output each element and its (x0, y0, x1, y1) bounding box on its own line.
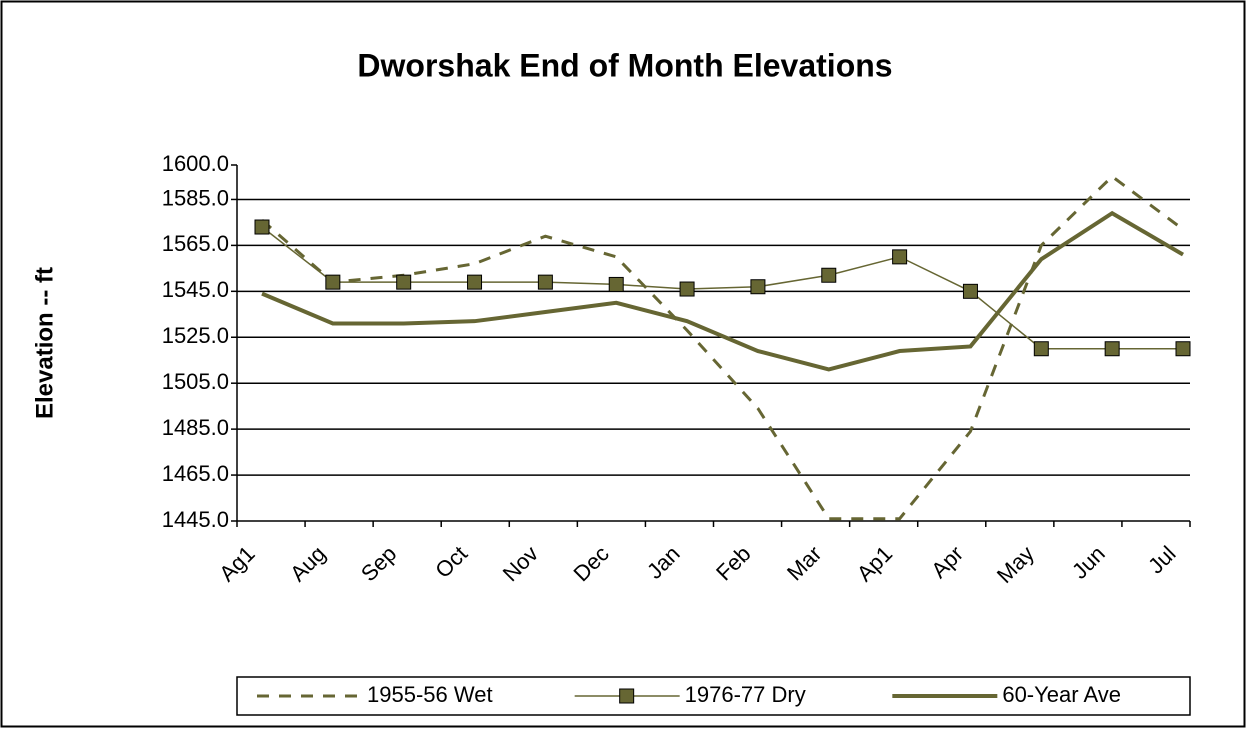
series-line (261, 174, 1184, 521)
point-marker (962, 283, 978, 299)
series-line (261, 210, 1185, 372)
point-marker (1033, 341, 1049, 357)
y-tick-label: 1465.0 (162, 461, 229, 486)
legend-label: 60-Year Ave (1002, 682, 1121, 707)
point-marker (396, 274, 412, 290)
point-marker (1175, 341, 1191, 357)
point-marker (325, 274, 341, 290)
legend-box (236, 676, 1191, 716)
y-tick-label: 1445.0 (162, 507, 229, 532)
point-marker (537, 274, 553, 290)
y-tick-label: 1565.0 (162, 231, 229, 256)
y-tick-label: 1525.0 (162, 323, 229, 348)
legend-label: 1955-56 Wet (367, 682, 493, 707)
y-tick-label: 1505.0 (162, 369, 229, 394)
point-marker (1104, 341, 1120, 357)
series-line (261, 226, 1183, 350)
legend-label: 1976-77 Dry (685, 682, 806, 707)
y-tick-label: 1545.0 (162, 277, 229, 302)
point-marker (892, 249, 908, 265)
y-tick-label: 1585.0 (162, 185, 229, 210)
point-marker (679, 281, 695, 297)
point-marker (608, 276, 624, 292)
legend-marker (619, 688, 635, 704)
point-marker (467, 274, 483, 290)
y-tick-label: 1485.0 (162, 415, 229, 440)
point-marker (750, 279, 766, 295)
point-marker (254, 219, 270, 235)
point-marker (821, 267, 837, 283)
chart-title: Dworshak End of Month Elevations (357, 47, 892, 83)
y-tick-label: 1600.0 (162, 151, 229, 176)
y-axis-label: Elevation -- ft (31, 267, 58, 419)
